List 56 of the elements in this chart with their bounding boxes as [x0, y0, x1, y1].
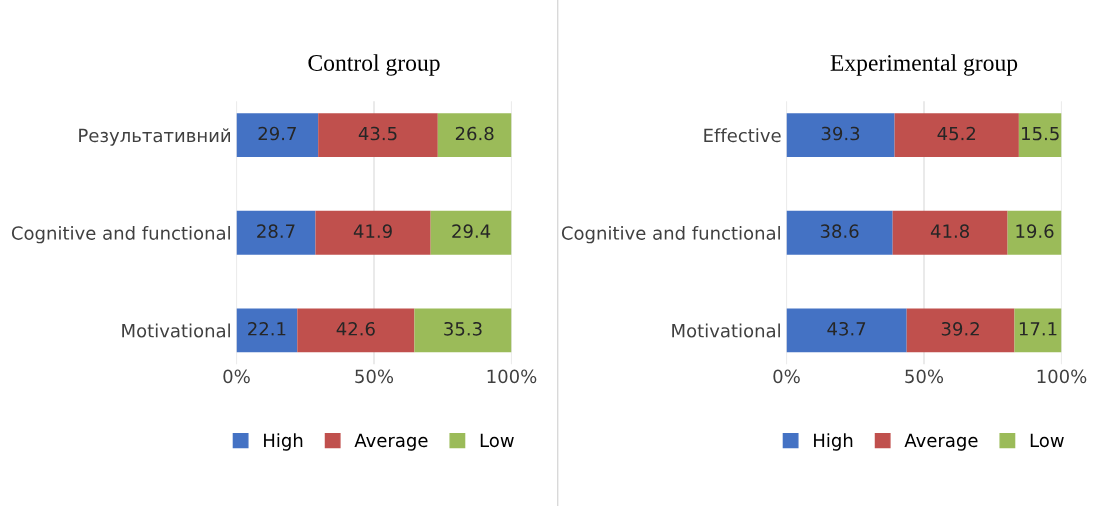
x-tick-label: 0%	[773, 369, 800, 384]
bar	[894, 113, 1019, 158]
x-tick-label: 100%	[487, 369, 537, 384]
bar	[1007, 210, 1062, 255]
legend-label: Low	[480, 433, 514, 448]
bar	[892, 210, 1008, 255]
bar	[315, 210, 431, 255]
data-label: 41.8	[930, 224, 969, 238]
bar	[1018, 113, 1062, 158]
bar	[236, 210, 316, 255]
bar	[236, 308, 298, 353]
chart-title: Experimental group	[830, 54, 1018, 76]
data-label: 15.5	[1022, 126, 1059, 141]
legend-label: High	[264, 433, 303, 451]
x-tick-label: 50%	[905, 369, 944, 384]
data-label: 29.7	[258, 126, 296, 141]
data-label: 35.3	[444, 321, 482, 336]
y-tick-label: Cognitive and functional	[561, 225, 780, 244]
data-label: 38.6	[820, 224, 859, 238]
data-label: 43.7	[827, 321, 866, 336]
data-label: 43.5	[358, 126, 397, 141]
data-label: 26.8	[455, 126, 494, 141]
y-tick-label: Cognitive and functional	[11, 225, 230, 244]
legend-label: High	[814, 433, 853, 451]
bar	[414, 308, 512, 353]
y-tick-label: Motivational	[122, 323, 230, 338]
data-label: 17.1	[1019, 322, 1057, 336]
legend-label: Average	[354, 433, 428, 451]
x-tick-label: 0%	[223, 369, 250, 384]
y-tick-label: Результативний	[79, 128, 230, 146]
chart-title: Control group	[308, 54, 440, 76]
bar	[236, 113, 319, 158]
bar	[318, 113, 438, 158]
bar	[297, 308, 415, 353]
data-label: 41.9	[353, 224, 392, 238]
data-label: 39.2	[941, 321, 979, 336]
data-label: 45.2	[937, 126, 976, 141]
legend-label: Low	[1030, 433, 1064, 448]
legend-label: Average	[904, 433, 978, 451]
x-tick-label: 50%	[355, 369, 394, 384]
data-label: 39.3	[821, 126, 860, 141]
bar	[437, 113, 512, 158]
bar	[786, 210, 893, 255]
bar	[786, 308, 907, 353]
bar	[906, 308, 1015, 353]
y-tick-label: Effective	[704, 128, 781, 143]
data-label: 22.1	[248, 321, 286, 336]
bar	[786, 113, 895, 158]
bar	[430, 210, 512, 255]
data-label: 29.4	[452, 224, 491, 238]
bar	[1014, 308, 1062, 353]
data-label: 28.7	[257, 224, 295, 238]
x-tick-label: 100%	[1037, 369, 1087, 384]
data-label: 19.6	[1016, 224, 1054, 238]
data-label: 42.6	[336, 321, 375, 336]
y-tick-label: Motivational	[672, 323, 780, 338]
